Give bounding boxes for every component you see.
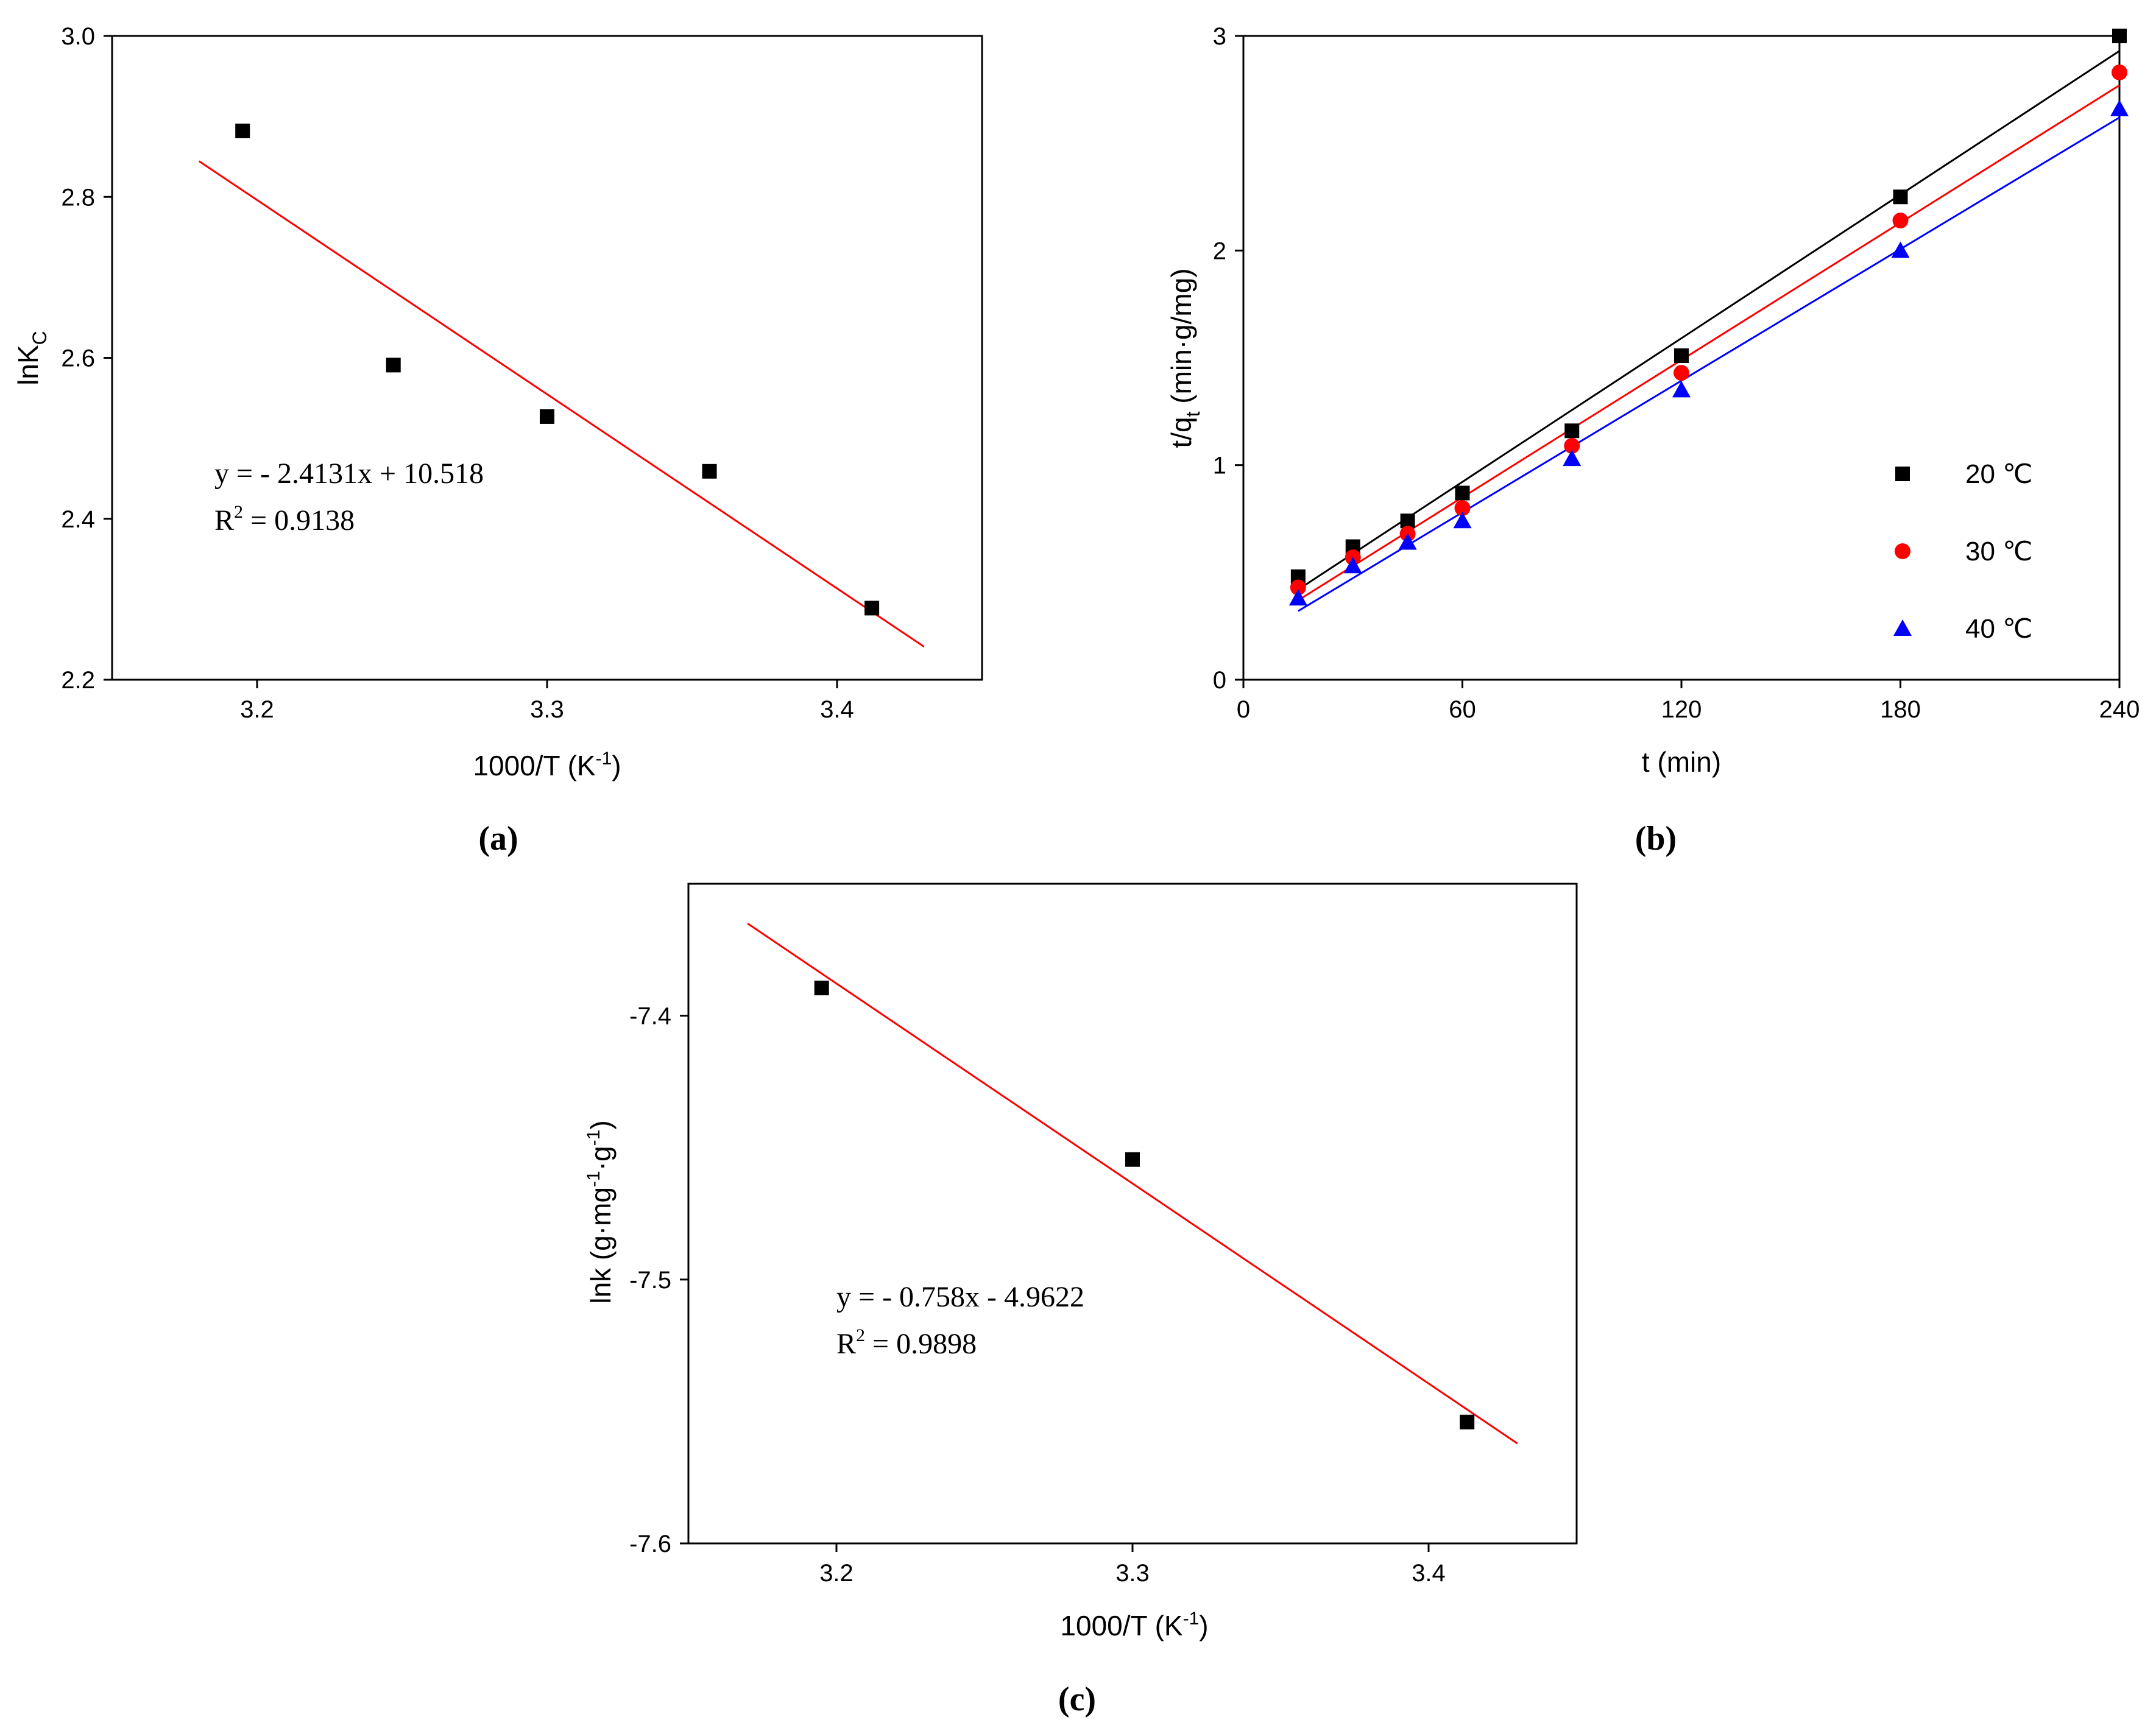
panel-label: (b) <box>1635 820 1677 858</box>
r-squared: R2 = 0.9138 <box>214 502 355 537</box>
y-tick-label: 3 <box>1213 23 1226 50</box>
data-point <box>864 601 880 616</box>
data-point <box>1674 365 1689 381</box>
panel-label: (a) <box>478 820 518 858</box>
data-point <box>1674 348 1689 363</box>
fit-line-series-2 <box>1298 84 2120 601</box>
x-tick-label: 180 <box>1880 696 1921 723</box>
x-axis-label: 1000/T (K-1) <box>473 749 621 781</box>
panel-label: (c) <box>1058 1680 1096 1718</box>
data-point <box>2110 99 2129 116</box>
axis-ticks: 0 60 120 180 240 0 1 2 3 <box>1213 23 2140 723</box>
y-tick-label: 2 <box>1213 238 1226 264</box>
legend-marker <box>1893 619 1912 636</box>
legend-item: 40 ℃ <box>1893 614 2033 644</box>
fit-equation: y = - 2.4131x + 10.518 <box>214 457 484 490</box>
data-marks <box>747 922 1518 1445</box>
data-point <box>1453 512 1472 529</box>
x-axis-label: t (min) <box>1642 746 1721 778</box>
data-point <box>235 123 250 138</box>
x-tick-label: 3.3 <box>1115 1560 1150 1587</box>
legend-item: 30 ℃ <box>1895 537 2033 566</box>
panel-b-chart: 0 60 120 180 240 0 1 2 3 20 ℃ 30 ℃ 40 ℃ t (min) t/… <box>1165 23 2140 858</box>
x-tick-label: 60 <box>1449 696 1476 723</box>
fit-line-series-3 <box>1298 116 2120 612</box>
x-tick-label: 240 <box>2099 696 2140 723</box>
data-marks <box>198 123 925 647</box>
x-tick-label: 3.2 <box>240 696 274 723</box>
y-axis-label: lnk (g·mg-1·g-1) <box>584 1120 617 1303</box>
fit-equation: y = - 0.758x - 4.9622 <box>836 1281 1084 1313</box>
legend-marker <box>1895 543 1910 559</box>
y-tick-label: 2.4 <box>61 506 95 533</box>
data-point <box>1891 241 1910 258</box>
data-point <box>1455 485 1470 501</box>
panel-c-chart: 3.2 3.3 3.4 -7.6 -7.5 -7.4 1000/T (K-1) lnk (… <box>584 883 1578 1718</box>
panel-a-chart: 3.2 3.3 3.4 2.2 2.4 2.6 2.8 3.0 1000/T (K-1) ln… <box>12 23 983 858</box>
axis-ticks: 3.2 3.3 3.4 2.2 2.4 2.6 2.8 3.0 <box>61 23 854 723</box>
legend-label: 30 ℃ <box>1965 537 2033 566</box>
legend-item: 20 ℃ <box>1895 459 2033 489</box>
data-point <box>1892 213 1909 229</box>
data-point <box>1672 381 1691 398</box>
axis-ticks: 3.2 3.3 3.4 -7.6 -7.5 -7.4 <box>629 1003 1446 1587</box>
fit-line <box>747 922 1518 1445</box>
data-point <box>1400 513 1415 529</box>
data-point <box>1893 189 1908 205</box>
data-point <box>2112 29 2127 43</box>
y-tick-label: 2.2 <box>61 667 95 694</box>
legend: 20 ℃ 30 ℃ 40 ℃ <box>1893 459 2033 644</box>
data-point <box>1564 437 1580 454</box>
data-marks <box>1288 29 2129 612</box>
y-tick-label: -7.5 <box>629 1267 671 1294</box>
x-axis-label: 1000/T (K-1) <box>1060 1609 1208 1641</box>
data-point <box>1343 557 1362 574</box>
y-axis-label: lnKC <box>12 331 51 386</box>
data-point <box>1290 579 1306 596</box>
data-point <box>386 358 401 373</box>
r-squared: R2 = 0.9898 <box>836 1325 977 1360</box>
y-tick-label: 2.8 <box>61 184 95 211</box>
data-point <box>1563 449 1582 467</box>
legend-marker <box>1895 467 1910 481</box>
y-tick-label: 3.0 <box>61 23 95 50</box>
data-point <box>1398 533 1417 550</box>
legend-label: 20 ℃ <box>1965 459 2033 489</box>
y-tick-label: -7.6 <box>629 1531 671 1557</box>
data-point <box>1125 1152 1140 1167</box>
y-tick-label: 0 <box>1213 667 1226 694</box>
fit-line-series-1 <box>1298 50 2120 591</box>
x-tick-label: 0 <box>1237 696 1250 723</box>
data-point <box>1288 589 1307 606</box>
fit-line <box>198 160 925 647</box>
data-point <box>1564 423 1580 439</box>
data-point <box>1460 1414 1475 1430</box>
x-tick-label: 120 <box>1661 696 1702 723</box>
y-tick-label: -7.4 <box>629 1003 671 1030</box>
data-point <box>1454 500 1471 516</box>
data-point <box>814 981 829 996</box>
x-tick-label: 3.2 <box>819 1560 854 1587</box>
x-tick-label: 3.4 <box>1412 1560 1446 1587</box>
legend-label: 40 ℃ <box>1965 614 2033 644</box>
data-point <box>702 464 717 479</box>
y-tick-label: 1 <box>1213 453 1226 479</box>
data-point <box>540 409 554 424</box>
data-point <box>2112 64 2127 80</box>
x-tick-label: 3.4 <box>820 696 854 723</box>
y-axis-label: t/qt (min·g/mg) <box>1165 268 1204 448</box>
y-tick-label: 2.6 <box>61 345 95 372</box>
x-tick-label: 3.3 <box>530 696 564 723</box>
